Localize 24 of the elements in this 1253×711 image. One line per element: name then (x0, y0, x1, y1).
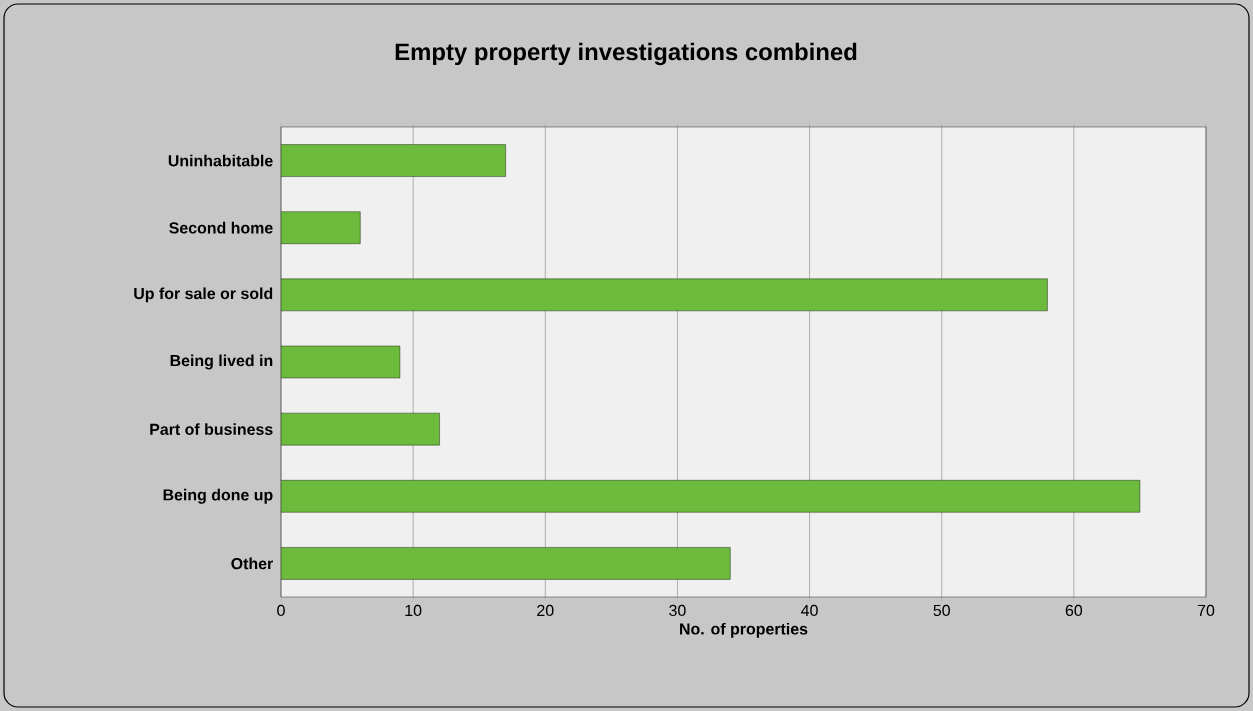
x-tick-label: 70 (1197, 604, 1215, 617)
x-tick-label: 20 (537, 604, 554, 617)
bar (281, 211, 361, 244)
bar (281, 480, 1141, 513)
y-tick-label: Up for sale or sold (134, 287, 273, 303)
bar (281, 547, 731, 580)
x-tick-label: 50 (933, 604, 950, 617)
x-tick-label: 30 (669, 604, 686, 617)
bar (281, 144, 506, 177)
chart-title: Empty property investigations combined (395, 42, 857, 66)
y-tick-label: Second home (169, 221, 273, 234)
y-tick-label: Uninhabitable (168, 154, 273, 167)
bar (281, 412, 440, 446)
x-axis-title: No. of properties (680, 622, 808, 638)
bar (281, 278, 1048, 312)
x-tick-label: 0 (277, 604, 285, 617)
y-tick-label: Being done up (163, 488, 273, 504)
x-tick-label: 10 (405, 604, 422, 617)
x-tick-label: 60 (1065, 604, 1083, 617)
y-tick-label: Being lived in (170, 354, 273, 370)
bar (281, 345, 401, 379)
y-tick-label: Other (231, 557, 273, 570)
y-tick-label: Part of business (150, 423, 273, 435)
x-tick-label: 40 (801, 604, 818, 617)
